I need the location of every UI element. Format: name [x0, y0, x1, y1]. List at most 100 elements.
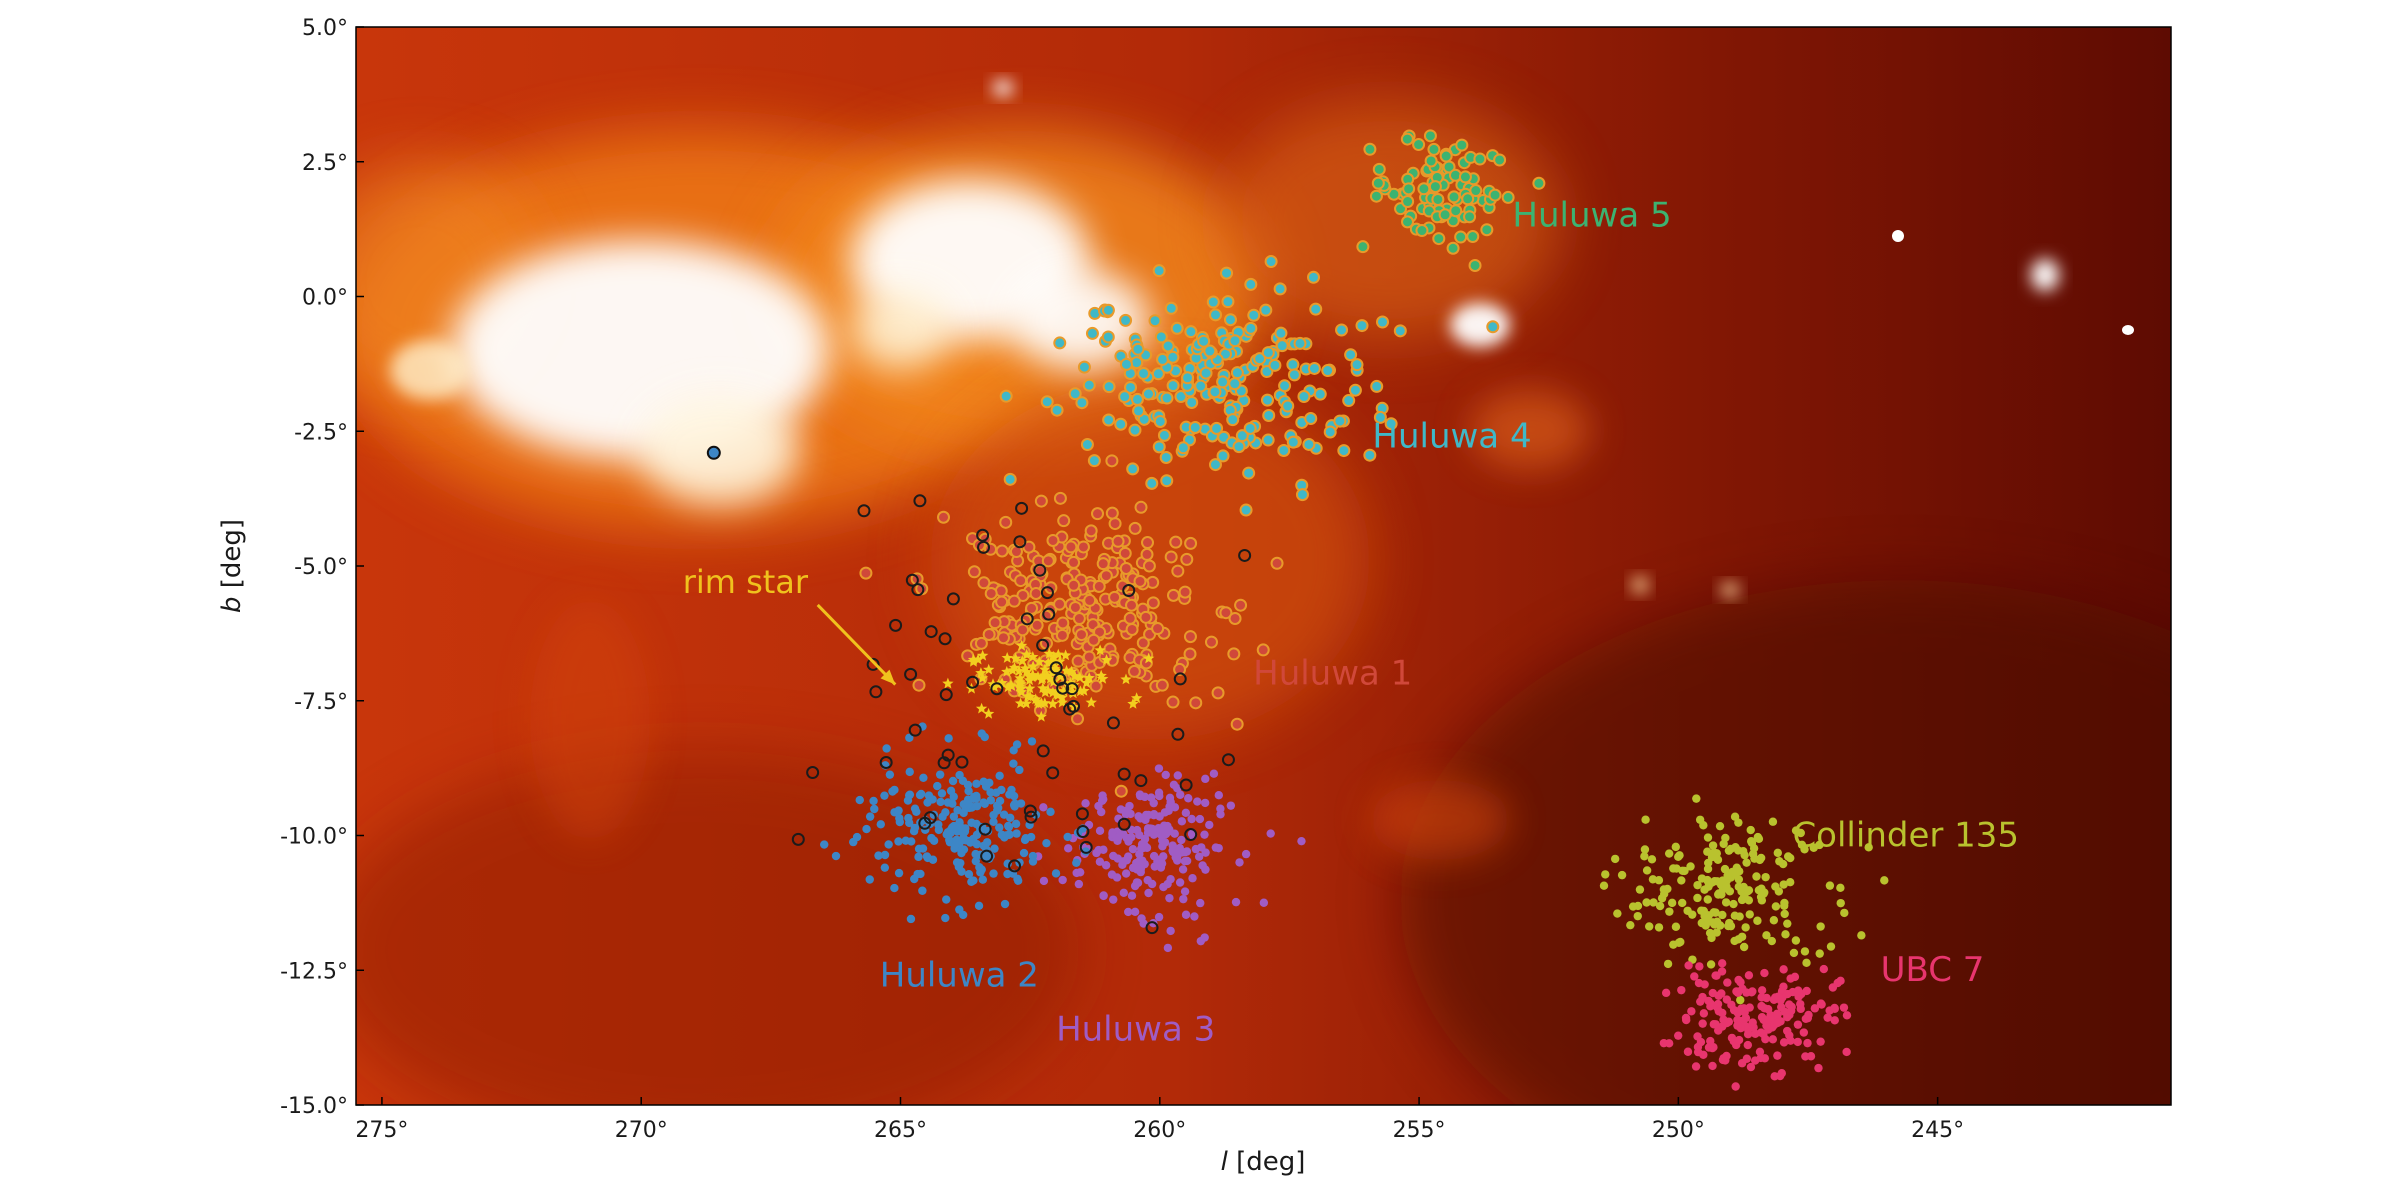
- data-point: [1003, 472, 1017, 486]
- star-point: [1054, 655, 1066, 667]
- data-point: [1203, 344, 1217, 358]
- highlighted-point: [1173, 672, 1187, 686]
- highlighted-point: [857, 504, 871, 518]
- data-point: [1170, 321, 1184, 335]
- data-point: [1711, 1020, 1720, 1029]
- data-point: [980, 851, 990, 861]
- data-point: [894, 868, 904, 878]
- data-point: [870, 804, 879, 814]
- data-point: [1287, 368, 1301, 382]
- data-point: [1108, 590, 1122, 604]
- data-point: [1750, 1056, 1760, 1065]
- data-point: [1102, 413, 1116, 427]
- data-point: [1673, 1031, 1683, 1040]
- data-point: [1454, 230, 1468, 244]
- data-point: [1786, 853, 1795, 863]
- highlighted-point: [1076, 825, 1090, 839]
- data-point: [1128, 521, 1142, 535]
- star-point: [1030, 693, 1042, 705]
- data-point: [1706, 960, 1716, 969]
- star-point: [1052, 648, 1064, 660]
- data-point: [953, 806, 962, 815]
- data-point: [978, 875, 988, 884]
- data-point: [1166, 926, 1175, 936]
- highlighted-point: [1033, 563, 1047, 577]
- data-point: [1773, 992, 1783, 1001]
- data-point: [1053, 597, 1067, 611]
- data-point: [1259, 898, 1269, 907]
- data-point: [1819, 964, 1829, 974]
- data-point: [1786, 1036, 1795, 1045]
- series-huluwa-5: [1356, 129, 1546, 272]
- data-point: [1130, 907, 1140, 917]
- data-point: [1480, 223, 1494, 237]
- y-tick-label: -5.0°: [294, 555, 348, 580]
- star-point: [1065, 665, 1078, 677]
- data-point: [1051, 869, 1061, 878]
- data-point: [1114, 784, 1128, 798]
- data-point: [1077, 360, 1091, 374]
- data-point: [1074, 628, 1088, 642]
- data-point: [1825, 881, 1835, 890]
- data-point: [1401, 215, 1415, 229]
- data-point: [964, 836, 974, 846]
- star-point: [1013, 665, 1025, 676]
- data-point: [905, 818, 914, 828]
- data-point: [1699, 1009, 1709, 1018]
- data-point: [1323, 425, 1337, 439]
- data-point: [1119, 561, 1133, 575]
- data-point: [1783, 919, 1792, 928]
- cluster-labels: Huluwa 1 Huluwa 2 Huluwa 3 Huluwa 4 Huluwa 5…: [683, 195, 2019, 1049]
- data-point: [1384, 417, 1398, 431]
- star-point: [1016, 655, 1028, 666]
- star-point: [1037, 682, 1049, 694]
- y-tick-label: -15.0°: [280, 1094, 348, 1119]
- data-point: [1760, 968, 1769, 978]
- data-point: [1189, 696, 1203, 710]
- data-point: [1297, 836, 1306, 846]
- data-point: [1626, 920, 1635, 930]
- data-point: [1664, 1039, 1674, 1048]
- data-point: [1307, 361, 1321, 375]
- data-point: [944, 734, 953, 743]
- x-tick-label: 260°: [1133, 1118, 1186, 1143]
- data-point: [1063, 844, 1073, 853]
- highlighted-point: [905, 573, 919, 587]
- data-point: [992, 801, 1002, 810]
- star-point: [1020, 666, 1033, 677]
- rim-star-arrow: [816, 603, 897, 686]
- data-point: [903, 796, 913, 805]
- data-point: [1781, 930, 1790, 939]
- data-point: [1204, 635, 1218, 649]
- data-point: [986, 796, 996, 805]
- data-point: [1177, 817, 1187, 826]
- data-point: [928, 855, 938, 864]
- data-point: [1123, 852, 1133, 861]
- data-point: [1180, 552, 1194, 566]
- data-point: [1208, 458, 1222, 472]
- series-huluwa-2: [820, 722, 1091, 924]
- data-point: [1180, 887, 1190, 896]
- data-point: [999, 389, 1013, 403]
- data-point: [1696, 997, 1705, 1006]
- data-point: [1011, 819, 1021, 829]
- data-point: [1718, 959, 1727, 968]
- star-point: [1021, 648, 1033, 660]
- data-point: [1628, 902, 1638, 911]
- data-point: [1721, 1056, 1730, 1065]
- data-point: [1428, 180, 1442, 194]
- data-point: [949, 812, 959, 821]
- data-point: [1447, 190, 1461, 204]
- data-point: [1704, 882, 1713, 891]
- data-point: [1183, 647, 1197, 661]
- data-point: [1141, 536, 1155, 550]
- data-point: [1173, 662, 1187, 676]
- data-point: [1176, 441, 1190, 455]
- data-point: [1455, 138, 1469, 152]
- data-point: [1826, 942, 1836, 951]
- star-point: [1002, 681, 1014, 693]
- data-point: [1721, 898, 1731, 907]
- data-point: [1816, 1037, 1825, 1046]
- data-point: [1095, 857, 1105, 866]
- data-point: [1140, 834, 1150, 844]
